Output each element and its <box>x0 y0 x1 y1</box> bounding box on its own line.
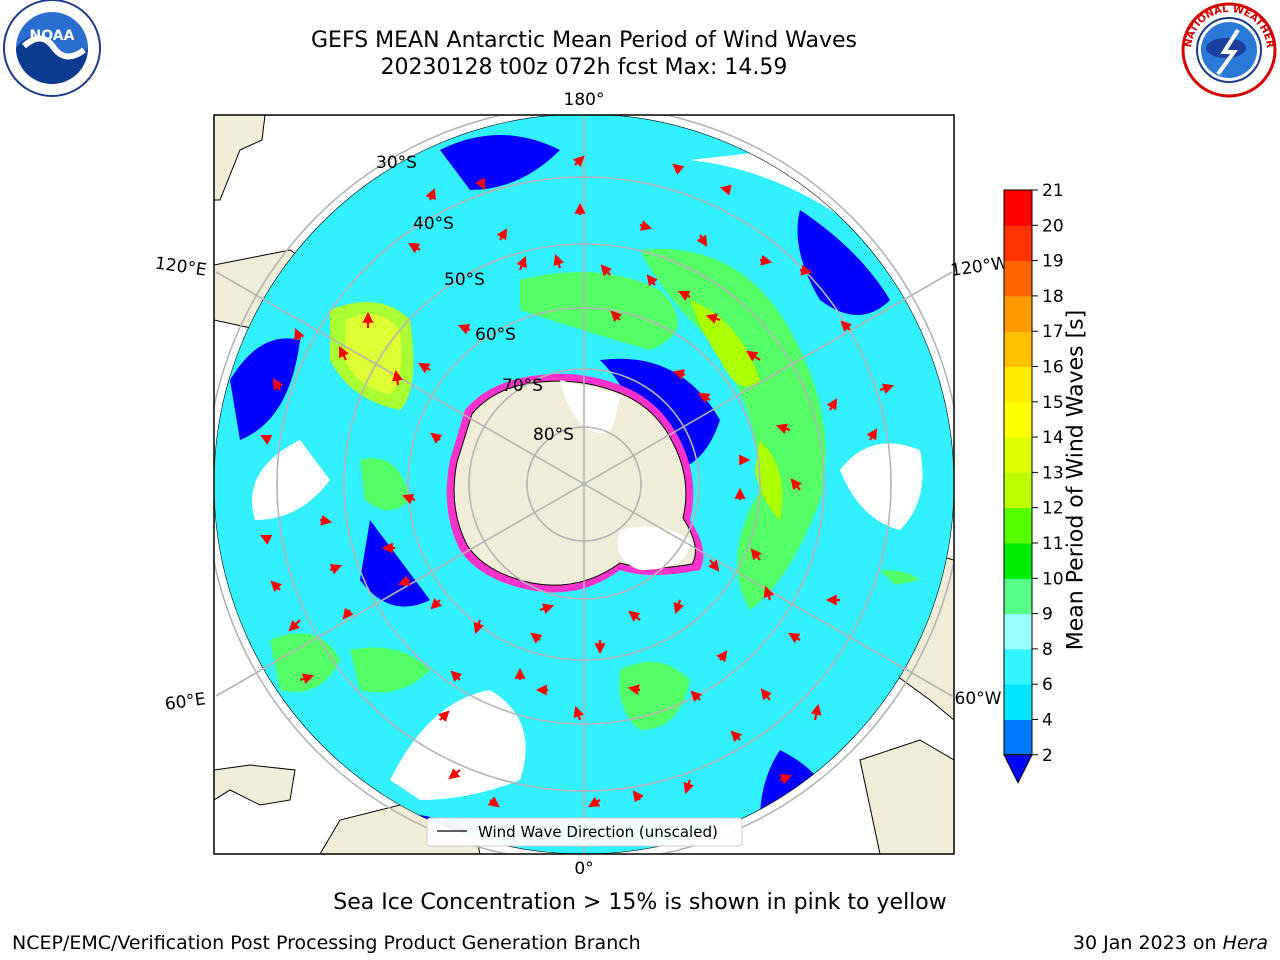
colorbar-tick-label: 14 <box>1042 428 1064 448</box>
colorbar-segment <box>1004 190 1032 226</box>
colorbar-tick-label: 19 <box>1042 252 1064 272</box>
colorbar-segment <box>1004 543 1032 579</box>
lat-label-80s: 80°S <box>533 425 574 445</box>
colorbar-segment <box>1004 401 1032 438</box>
colorbar-tick-label: 11 <box>1042 534 1064 554</box>
lon-label-60w: 60°W <box>955 689 1002 709</box>
colorbar-tick-label: 8 <box>1042 640 1053 660</box>
colorbar-tick-label: 2 <box>1042 746 1053 766</box>
graticule <box>214 115 954 854</box>
colorbar-tick-label: 16 <box>1042 358 1064 378</box>
colorbar-tick-label: 4 <box>1042 711 1053 731</box>
legend-label: Wind Wave Direction (unscaled) <box>478 823 718 841</box>
colorbar-tick-label: 10 <box>1042 569 1064 589</box>
colorbar-segment <box>1004 613 1032 650</box>
colorbar-segment <box>1004 366 1032 403</box>
footer-right: 30 Jan 2023 on Hera <box>1073 932 1268 954</box>
ice-caption: Sea Ice Concentration > 15% is shown in … <box>333 890 947 915</box>
latitude-labels: 30°S 40°S 50°S 60°S 70°S 80°S <box>376 153 574 445</box>
colorbar-segment <box>1004 719 1032 756</box>
footer-date: 30 Jan 2023 on <box>1072 932 1223 954</box>
noaa-logo: NOAA <box>2 0 102 100</box>
colorbar-tick-label: 20 <box>1042 216 1064 236</box>
map-frame <box>213 114 955 855</box>
footer-system: Hera <box>1222 932 1268 954</box>
lon-label-180: 180° <box>564 90 605 110</box>
colorbar-graphic: 2 4 6 8 9 10 11 12 13 14 15 16 17 18 19 20 21 <box>1003 181 1064 784</box>
colorbar-segment <box>1004 507 1032 544</box>
nws-logo: NATIONAL WEATHER SERVICE <box>1174 0 1280 100</box>
lon-label-120e: 120°E <box>154 254 208 281</box>
colorbar-under-extension <box>1003 754 1033 784</box>
wave-direction-arrows <box>260 155 895 808</box>
lon-label-0: 0° <box>574 859 593 879</box>
colorbar-tick-label: 17 <box>1042 322 1064 342</box>
colorbar-segment <box>1004 578 1032 615</box>
lon-label-60e: 60°E <box>164 689 207 714</box>
chart-title: GEFS MEAN Antarctic Mean Period of Wind … <box>311 28 857 53</box>
colorbar-tick-label: 18 <box>1042 287 1064 307</box>
colorbar-segment <box>1004 648 1032 685</box>
colorbar-tick-label: 6 <box>1042 675 1053 695</box>
noaa-logo-text: NOAA <box>30 28 75 44</box>
colorbar-tick-label: 21 <box>1042 181 1064 201</box>
colorbar-tick-label: 12 <box>1042 499 1064 519</box>
colorbar-label: Mean Period of Wind Waves [s] <box>1063 309 1089 651</box>
colorbar-segment <box>1004 295 1032 332</box>
map-legend: Wind Wave Direction (unscaled) <box>426 817 743 847</box>
colorbar-segment <box>1004 225 1032 262</box>
colorbar-segment <box>1004 260 1032 297</box>
lat-label-50s: 50°S <box>444 270 485 290</box>
colorbar-segment <box>1004 437 1032 473</box>
colorbar-tick-label: 13 <box>1042 463 1064 483</box>
colorbar-tick-label: 15 <box>1042 393 1064 413</box>
colorbar-tick-label: 9 <box>1042 605 1053 625</box>
footer-left: NCEP/EMC/Verification Post Processing Pr… <box>12 932 641 954</box>
lat-label-40s: 40°S <box>413 214 454 234</box>
lat-label-30s: 30°S <box>376 153 417 173</box>
lat-label-70s: 70°S <box>502 376 543 396</box>
colorbar: 2 4 6 8 9 10 11 12 13 14 15 16 17 18 19 20 21 <box>990 180 1150 790</box>
lat-label-60s: 60°S <box>475 325 516 345</box>
colorbar-segment <box>1004 684 1032 720</box>
colorbar-segment <box>1004 472 1032 509</box>
colorbar-segment <box>1004 331 1032 367</box>
chart-subtitle: 20230128 t00z 072h fcst Max: 14.59 <box>380 55 788 80</box>
